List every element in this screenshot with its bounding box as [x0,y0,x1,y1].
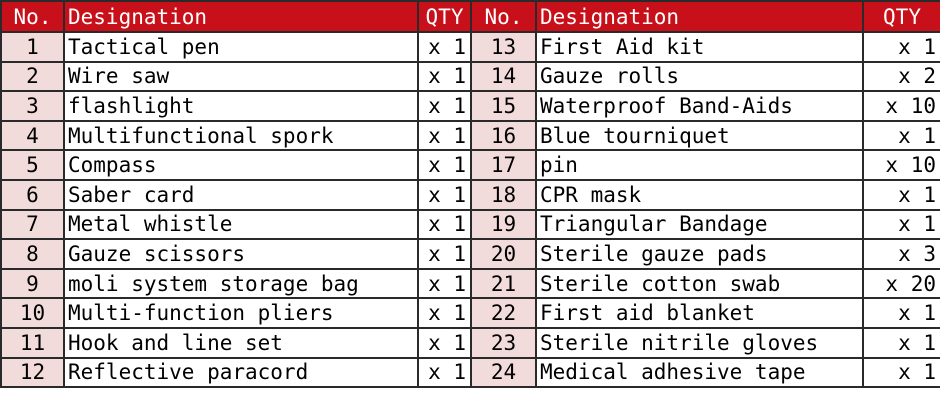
item-designation: Sterile gauze pads [535,238,864,270]
item-qty: x 1 [862,31,940,63]
item-qty: x 1 [417,60,472,93]
item-qty: x 1 [417,149,472,181]
item-designation: Hook and line set [63,326,419,359]
item-designation: Tactical pen [63,31,419,63]
table-row: 11 Hook and line set x 1 23 Sterile nitrile … [0,326,940,359]
item-qty: x 1 [417,31,472,63]
item-number: 19 [470,208,537,241]
item-designation: Saber card [63,178,419,211]
header-qty: QTY [417,0,472,33]
item-number: 7 [0,208,65,241]
item-designation: Gauze scissors [63,238,419,270]
item-designation: Medical adhesive tape [535,356,864,389]
item-number: 21 [470,267,537,300]
table-row: 12 Reflective paracord x 1 24 Medical adhesi… [0,356,940,389]
item-number: 20 [470,238,537,270]
item-qty: x 1 [417,238,472,270]
item-qty: x 1 [862,326,940,359]
item-designation: Multifunctional spork [63,119,419,152]
header-qty-2: QTY [862,0,940,33]
item-number: 15 [470,90,537,122]
item-designation: Sterile nitrile gloves [535,326,864,359]
item-designation: Wire saw [63,60,419,93]
item-number: 23 [470,326,537,359]
item-designation: Multi-function pliers [63,297,419,329]
item-number: 13 [470,31,537,63]
item-qty: x 1 [417,297,472,329]
item-number: 2 [0,60,65,93]
item-number: 16 [470,119,537,152]
item-number: 3 [0,90,65,122]
item-qty: x 1 [417,326,472,359]
header-designation-2: Designation [535,0,864,33]
table-row: 10 Multi-function pliers x 1 22 First aid bl… [0,297,940,329]
item-qty: x 1 [417,356,472,389]
item-designation: Triangular Bandage [535,208,864,241]
header-row: No. Designation QTY No. Designation QTY [0,0,940,33]
item-number: 1 [0,31,65,63]
item-designation: Reflective paracord [63,356,419,389]
table-row: 4 Multifunctional spork x 1 16 Blue tourniqu… [0,119,940,152]
item-designation: Waterproof Band-Aids [535,90,864,122]
item-number: 4 [0,119,65,152]
item-designation: CPR mask [535,178,864,211]
item-number: 12 [0,356,65,389]
item-number: 9 [0,267,65,300]
item-designation: Blue tourniquet [535,119,864,152]
item-designation: Metal whistle [63,208,419,241]
item-number: 14 [470,60,537,93]
item-designation: flashlight [63,90,419,122]
item-number: 10 [0,297,65,329]
item-designation: Compass [63,149,419,181]
table-row: 7 Metal whistle x 1 19 Triangular Bandage x 1 [0,208,940,241]
item-qty: x 10 [862,149,940,181]
item-number: 22 [470,297,537,329]
item-qty: x 1 [862,208,940,241]
item-designation: Sterile cotton swab [535,267,864,300]
item-qty: x 1 [417,90,472,122]
item-number: 6 [0,178,65,211]
item-designation: pin [535,149,864,181]
table-row: 9 moli system storage bag x 1 21 Sterile cot… [0,267,940,300]
table-row: 5 Compass x 1 17 pin x 10 [0,149,940,181]
item-designation: Gauze rolls [535,60,864,93]
item-designation: First Aid kit [535,31,864,63]
item-qty: x 1 [417,119,472,152]
item-number: 18 [470,178,537,211]
item-qty: x 1 [417,267,472,300]
item-qty: x 1 [862,297,940,329]
header-no-2: No. [470,0,537,33]
item-number: 5 [0,149,65,181]
item-number: 8 [0,238,65,270]
table-row: 8 Gauze scissors x 1 20 Sterile gauze pads x … [0,238,940,270]
item-designation: moli system storage bag [63,267,419,300]
table-row: 2 Wire saw x 1 14 Gauze rolls x 2 [0,60,940,93]
item-number: 17 [470,149,537,181]
item-qty: x 2 [862,60,940,93]
header-no: No. [0,0,65,33]
item-number: 11 [0,326,65,359]
table-row: 6 Saber card x 1 18 CPR mask x 1 [0,178,940,211]
item-designation: First aid blanket [535,297,864,329]
table-row: 1 Tactical pen x 1 13 First Aid kit x 1 [0,31,940,63]
item-qty: x 1 [417,208,472,241]
item-qty: x 3 [862,238,940,270]
items-table: No. Designation QTY No. Designation QTY … [0,0,940,389]
header-designation: Designation [63,0,419,33]
item-qty: x 1 [862,119,940,152]
item-qty: x 20 [862,267,940,300]
table-row: 3 flashlight x 1 15 Waterproof Band-Aids x 10 [0,90,940,122]
item-qty: x 1 [862,178,940,211]
item-qty: x 1 [417,178,472,211]
item-qty: x 10 [862,90,940,122]
item-number: 24 [470,356,537,389]
item-qty: x 1 [862,356,940,389]
